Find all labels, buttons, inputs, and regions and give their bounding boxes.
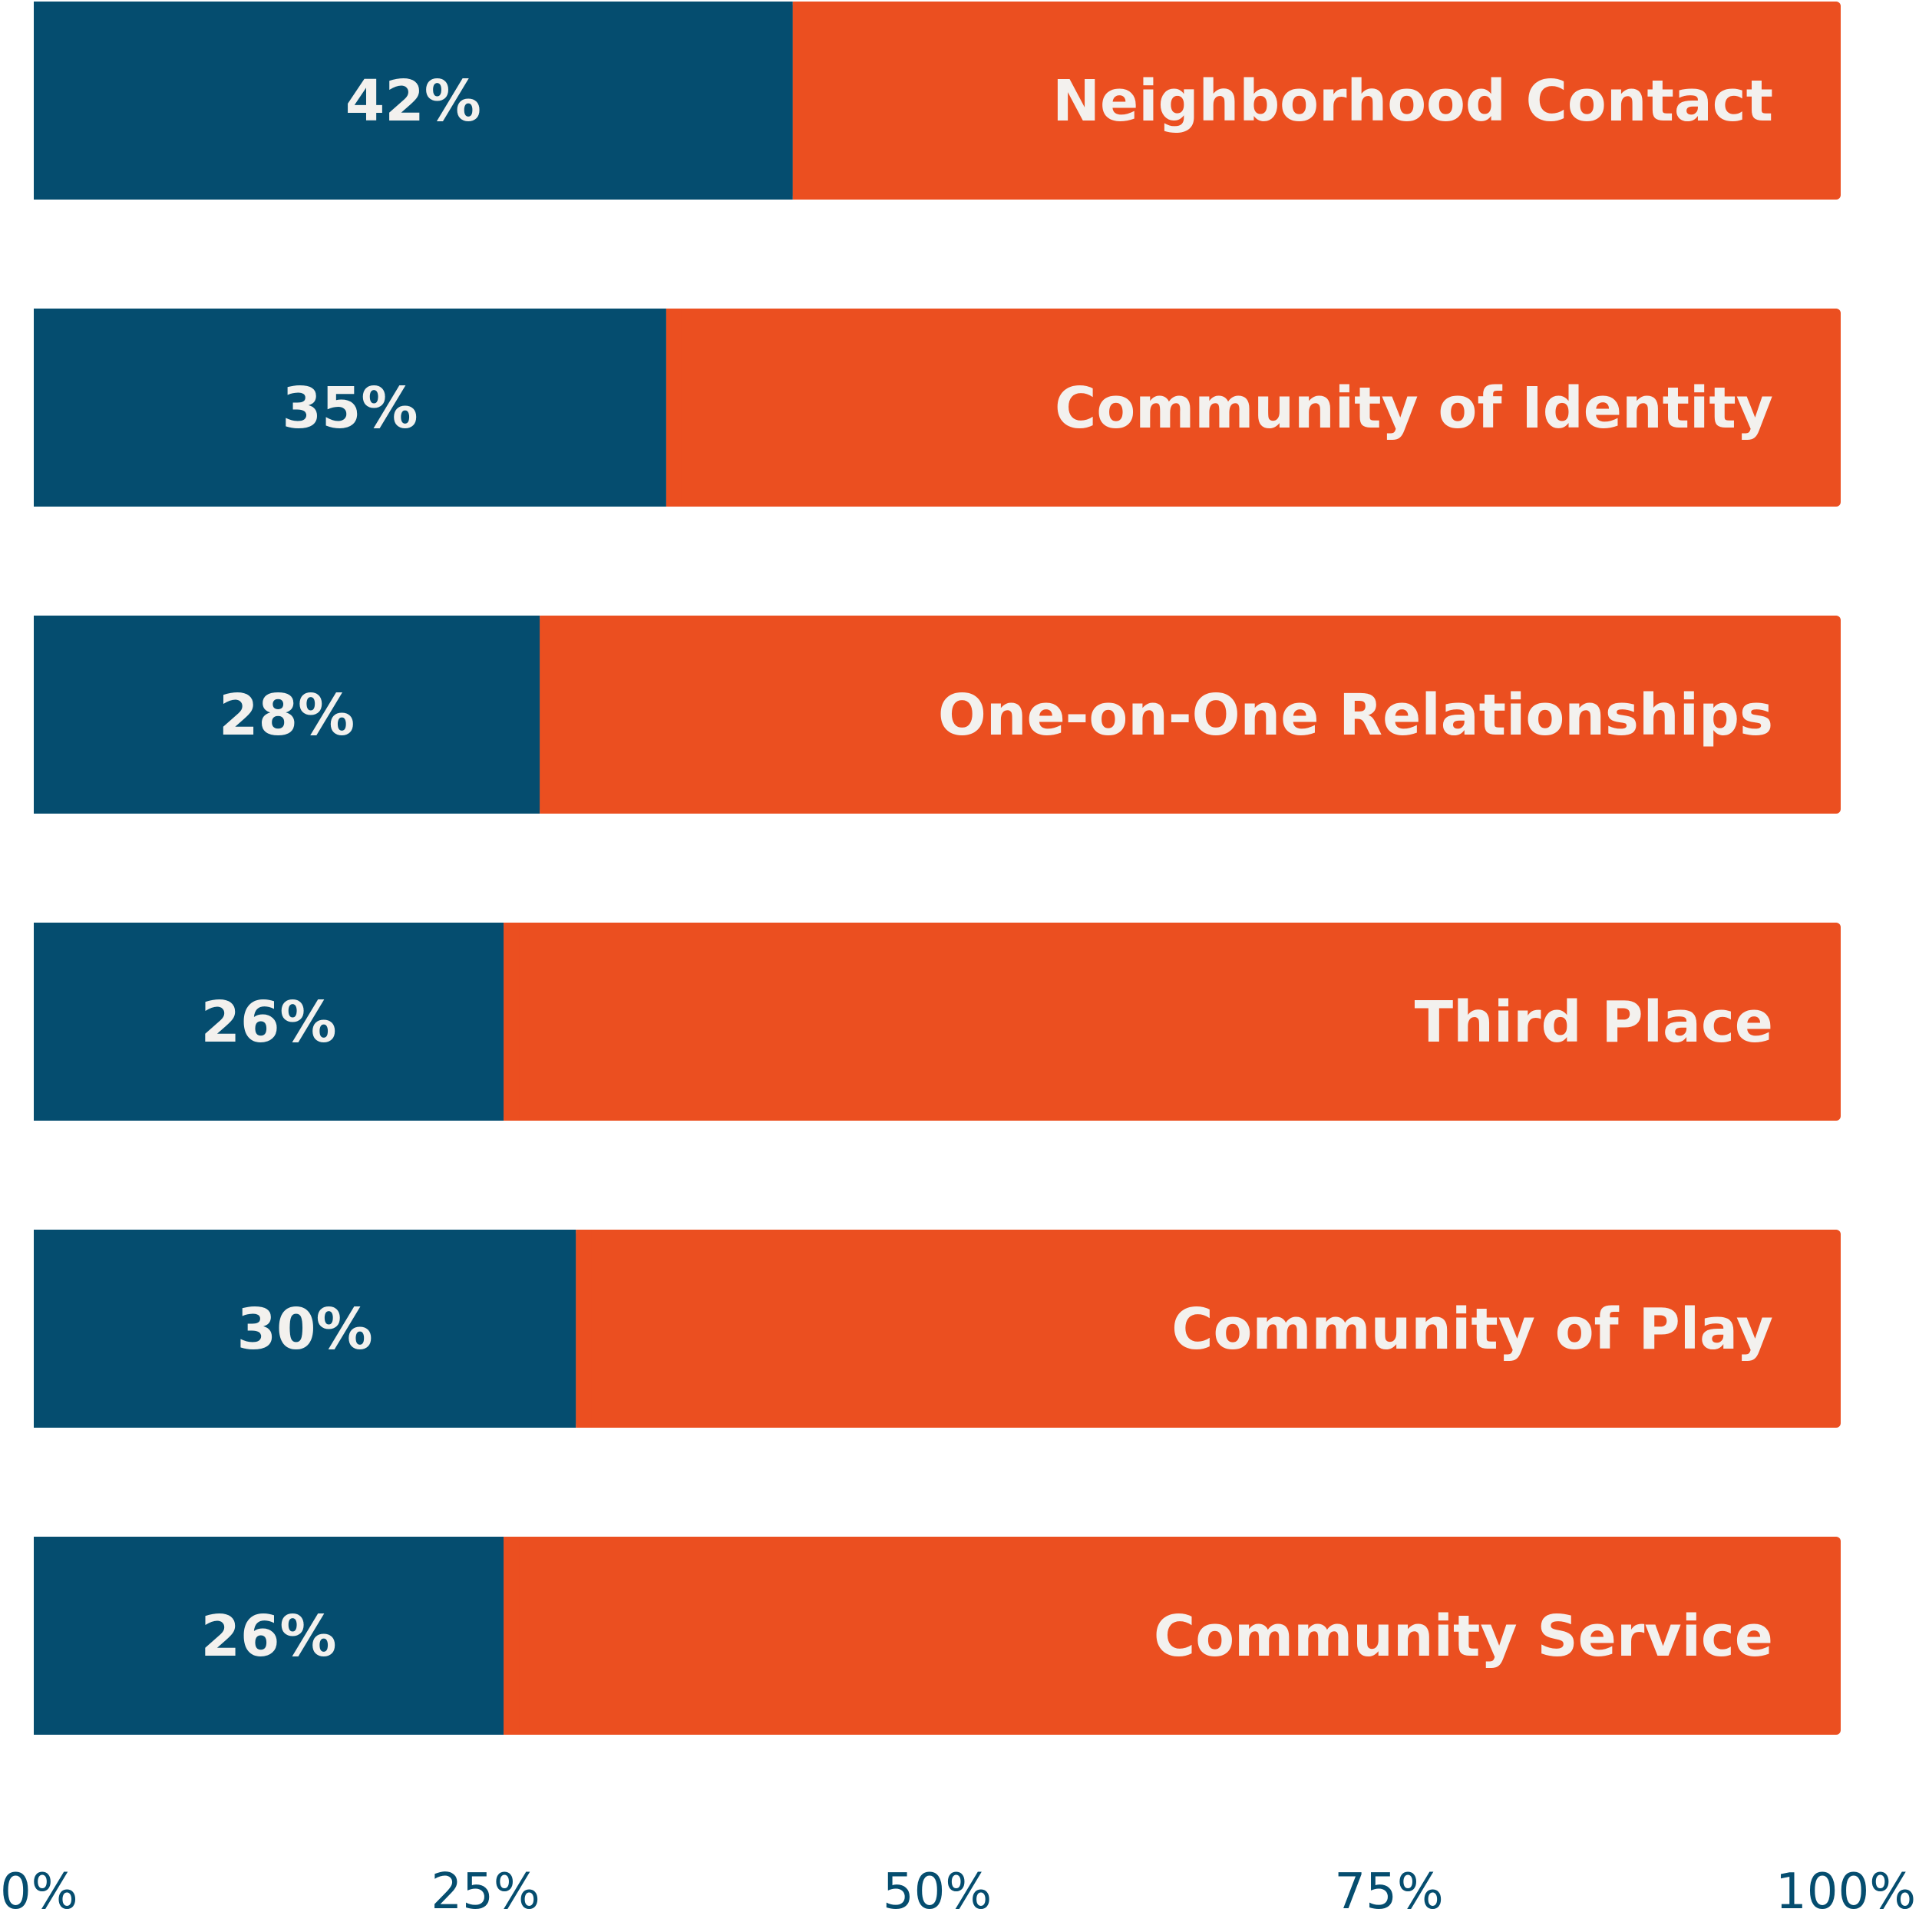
bar-value-one-on-one-relationships	[34, 616, 540, 814]
value-label-third-place: 26%	[200, 989, 336, 1055]
bar-remainder-edge-community-of-play	[576, 1230, 592, 1428]
value-label-community-service: 26%	[200, 1603, 336, 1669]
bar-value-community-of-play	[34, 1230, 576, 1428]
x-tick-label-25: 25%	[431, 1864, 540, 1920]
bar-value-neighborhood-contact	[34, 2, 793, 200]
bar-remainder-neighborhood-contact	[792, 2, 1841, 200]
x-tick-label-100: 100%	[1775, 1864, 1916, 1920]
bar-remainder-edge-community-service	[504, 1537, 520, 1735]
bar-remainder-community-of-identity	[666, 309, 1841, 507]
category-label-community-of-play: Community of Play	[1171, 1296, 1773, 1362]
x-tick-label-75: 75%	[1334, 1864, 1443, 1920]
bar-remainder-edge-neighborhood-contact	[792, 2, 808, 200]
category-label-community-of-identity: Community of Identity	[1055, 375, 1773, 441]
bar-remainder-community-service	[504, 1537, 1841, 1735]
bar-value-community-of-identity	[34, 309, 666, 507]
x-axis: 0% 25% 50% 75% 100%	[0, 1864, 1916, 1920]
value-label-one-on-one-relationships: 28%	[219, 682, 355, 748]
bar-remainder-edge-one-on-one-relationships	[540, 616, 556, 814]
x-tick-label-0: 0%	[0, 1864, 78, 1920]
category-label-neighborhood-contact: Neighborhood Contact	[1052, 68, 1773, 134]
x-tick-label-50: 50%	[883, 1864, 992, 1920]
category-label-third-place: Third Place	[1415, 989, 1773, 1055]
bar-remainder-community-of-play	[576, 1230, 1841, 1428]
bar-remainder-edge-third-place	[504, 923, 520, 1121]
bar-value-community-service	[34, 1537, 504, 1735]
bars-group: 42% Neighborhood Contact 35% Community of I…	[34, 2, 1841, 1735]
category-label-community-service: Community Service	[1154, 1603, 1773, 1669]
bar-remainder-edge-community-of-identity	[666, 309, 682, 507]
bar-remainder-one-on-one-relationships	[540, 616, 1841, 814]
value-label-neighborhood-contact: 42%	[345, 68, 481, 134]
category-label-one-on-one-relationships: One-on-One Relationships	[938, 682, 1773, 748]
value-label-community-of-play: 30%	[237, 1296, 373, 1362]
bar-value-third-place	[34, 923, 504, 1121]
bar-remainder-third-place	[504, 923, 1841, 1121]
value-label-community-of-identity: 35%	[282, 375, 418, 441]
